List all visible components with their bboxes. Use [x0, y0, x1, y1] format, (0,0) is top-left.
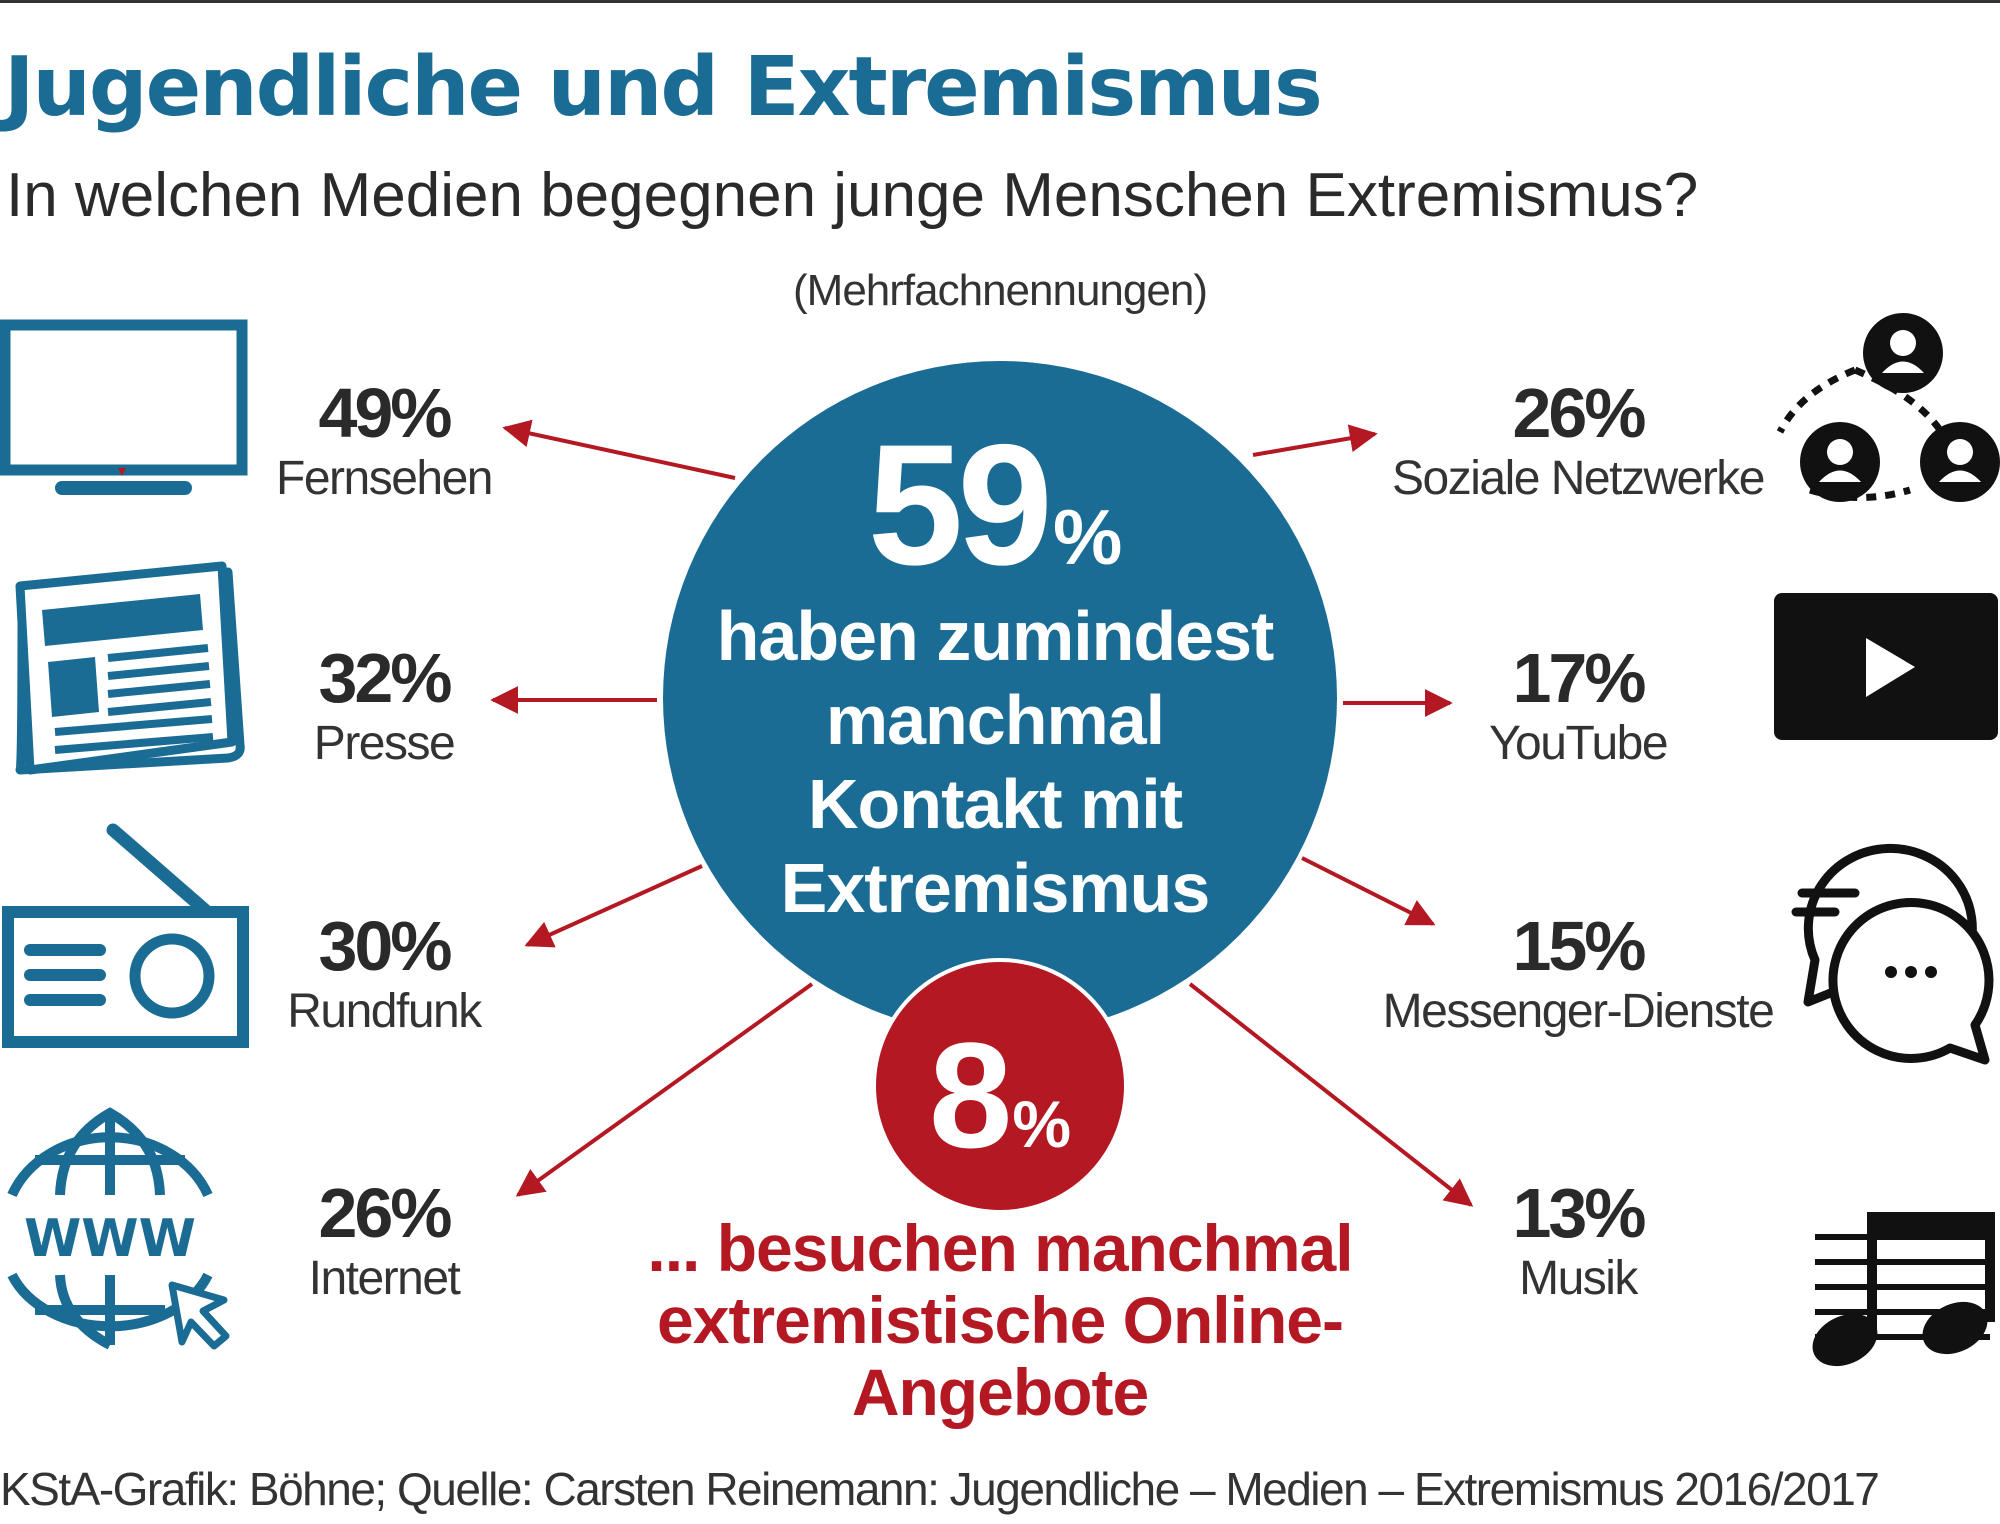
chart-subtitle: In welchen Medien begegnen junge Mensche…: [6, 161, 1699, 230]
category-label: YouTube: [1488, 717, 1669, 770]
online-visits-value: 8: [928, 1011, 1012, 1179]
category-fernsehen: 49% Fernsehen: [164, 375, 604, 507]
multiple-answers-note: (Mehrfachnennungen): [793, 266, 1208, 315]
category-label: Rundfunk: [287, 985, 482, 1038]
total-contact-description: haben zumindest manchmal Kontakt mit Ext…: [716, 597, 1275, 927]
category-soziale-netzwerke: 26% Soziale Netzwerke: [1358, 375, 1798, 507]
online-visits-unit: %: [1012, 1087, 1072, 1161]
category-musik: 13% Musik: [1358, 1175, 1798, 1307]
arrow-fernsehen: [502, 419, 736, 480]
chat-bubbles-icon: [1791, 843, 1994, 1065]
arrow-rundfunk: [524, 864, 703, 948]
value-label: 26%: [318, 1174, 452, 1252]
value-label: 17%: [1512, 639, 1646, 717]
top-rule: [0, 0, 2000, 3]
category-label: Musik: [1519, 1252, 1638, 1305]
category-label: Fernsehen: [276, 452, 493, 505]
globe-www-icon: WWW: [7, 1107, 230, 1350]
category-internet: 26% Internet: [164, 1175, 604, 1307]
category-messenger-dienste: 15% Messenger-Dienste: [1358, 908, 1798, 1040]
category-rundfunk: 30% Rundfunk: [164, 908, 604, 1040]
value-label: 30%: [318, 907, 452, 985]
source-note: KStA-Grafik: Böhne; Quelle: Carsten Rein…: [0, 1463, 1880, 1515]
social-network-icon: [1776, 313, 2000, 502]
category-presse: 32% Presse: [164, 640, 604, 772]
arrow-musik: [1188, 982, 1474, 1207]
arrows: [490, 419, 1474, 1207]
arrow-messenger: [1301, 856, 1436, 926]
value-label: 15%: [1512, 907, 1646, 985]
value-label: 26%: [1512, 374, 1646, 452]
main-circle-text: 59% haben zumindest manchmal Kontakt mit…: [680, 419, 1310, 930]
chart-title: Jugendliche und Extremismus: [4, 40, 1323, 135]
online-visits-description: ... besuchen manchmal extremistische Onl…: [647, 1211, 1353, 1429]
total-contact-unit: %: [1052, 493, 1123, 581]
category-label: Soziale Netzwerke: [1392, 452, 1766, 505]
music-notes-icon: [1812, 1212, 1995, 1367]
value-label: 49%: [318, 374, 452, 452]
svg-text:WWW: WWW: [24, 1209, 196, 1269]
total-contact-value: 59: [867, 409, 1053, 601]
newspaper-icon: [15, 561, 245, 775]
online-circle-text: 8%: [880, 1020, 1120, 1170]
play-video-icon: [1774, 593, 1998, 740]
value-label: 32%: [318, 639, 452, 717]
tv-icon: [0, 319, 248, 495]
arrow-internet: [515, 982, 814, 1197]
category-youtube: 17% YouTube: [1358, 640, 1798, 772]
category-label: Internet: [308, 1252, 461, 1305]
category-label: Messenger-Dienste: [1382, 985, 1775, 1038]
online-circle: [872, 958, 1128, 1214]
radio-icon: [2, 823, 249, 1048]
arrow-soziale-netzwerke: [1252, 424, 1378, 457]
main-circle: [663, 361, 1337, 1035]
category-label: Presse: [313, 717, 456, 770]
value-label: 13%: [1512, 1174, 1646, 1252]
